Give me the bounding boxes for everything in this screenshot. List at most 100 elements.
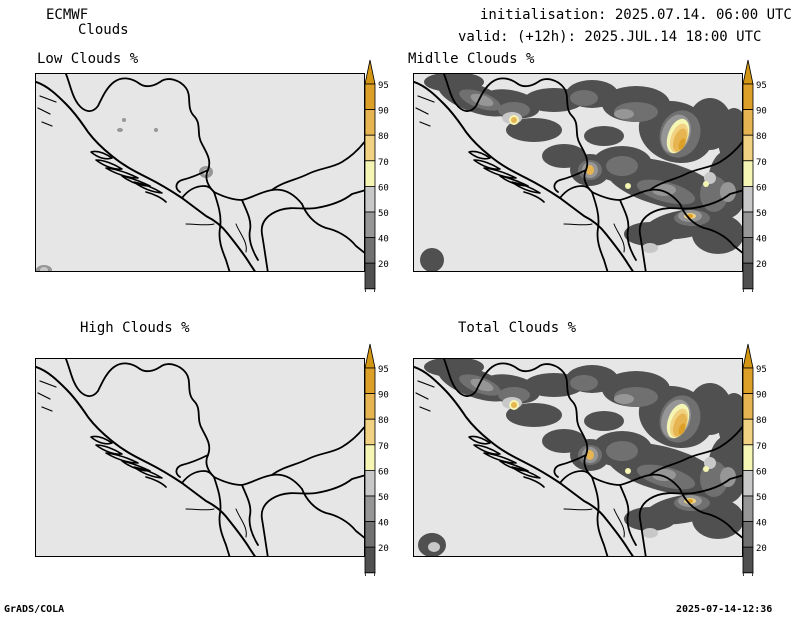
colorbar-segment	[364, 343, 376, 369]
country-border	[271, 426, 364, 476]
colorbar-segment	[364, 109, 376, 136]
geography	[36, 74, 364, 271]
parameter-name: Clouds	[78, 22, 129, 38]
colorbar-tick-label: 40	[378, 519, 389, 529]
country-border	[139, 363, 215, 478]
coastline	[414, 366, 634, 556]
colorbar-segment	[742, 262, 754, 290]
country-border	[213, 473, 303, 490]
colorbar-tick-label: 50	[756, 209, 767, 219]
coastline	[36, 81, 256, 271]
colorbar-segment	[742, 237, 754, 264]
colorbar-tick-label: 70	[378, 158, 389, 168]
colorbar-tick-label: 50	[378, 493, 389, 503]
colorbar-segment	[742, 469, 754, 497]
colorbar-segment	[364, 288, 376, 292]
region-border	[563, 223, 593, 226]
colorbar-tick-label: 80	[378, 416, 389, 426]
country-border	[260, 189, 364, 271]
colorbar-tick-label: 95	[378, 365, 389, 375]
cloud-blob	[624, 507, 676, 531]
region-border	[235, 223, 247, 253]
coast-detail	[37, 380, 57, 412]
cloud-blob	[428, 542, 440, 552]
cloud-blob	[678, 423, 686, 435]
country-border	[679, 488, 742, 539]
colorbar-total: 95 90 80 70 60 50 40 20	[742, 343, 767, 576]
colorbar-segment	[742, 211, 754, 239]
cloud-blob	[614, 394, 634, 404]
colorbar-segment	[742, 444, 754, 471]
cloud-blob	[692, 214, 742, 254]
colorbar-tick-label: 80	[756, 416, 767, 426]
country-border	[301, 488, 364, 539]
country-border	[591, 476, 609, 556]
country-border	[443, 74, 519, 112]
footer-timestamp: 2025-07-14-12:36	[676, 604, 773, 615]
colorbar-high: 95 90 80 70 60 50 40 20	[364, 343, 389, 576]
country-border	[181, 470, 215, 484]
colorbar-segment	[364, 469, 376, 497]
cloud-cover	[36, 118, 213, 271]
island	[511, 466, 541, 479]
cloud-blob	[511, 117, 517, 123]
cloud-blob	[642, 528, 658, 538]
cloud-blob	[614, 109, 634, 119]
colorbar-tick-label: 50	[378, 209, 389, 219]
colorbar-tick-label: 95	[756, 81, 767, 91]
colorbar-segment	[364, 521, 376, 548]
colorbar-tick-label: 70	[756, 442, 767, 452]
cloud-blob	[642, 243, 658, 253]
colorbar-segment	[364, 211, 376, 239]
colorbar-segment	[742, 495, 754, 523]
country-border	[553, 454, 587, 478]
coastline	[414, 81, 634, 271]
panel-title-low: Low Clouds %	[37, 51, 139, 67]
colorbar-segment	[364, 134, 376, 162]
country-border	[649, 426, 742, 476]
country-border	[213, 188, 303, 205]
cloud-blob	[606, 156, 638, 176]
region-border	[185, 508, 215, 511]
colorbar-tick-label: 60	[756, 467, 767, 477]
init-time: initialisation: 2025.07.14. 06:00 UTC	[480, 7, 792, 23]
island	[468, 150, 491, 160]
island	[95, 444, 123, 455]
colorbar-segment	[742, 393, 754, 420]
cloud-blob	[652, 469, 676, 481]
map-high-clouds	[35, 358, 365, 557]
cloud-blob	[40, 267, 48, 271]
cloud-blob	[624, 222, 676, 246]
colorbar-tick-label: 80	[378, 132, 389, 142]
country-border	[553, 169, 587, 193]
colorbar-tick-label: 95	[378, 81, 389, 91]
country-border	[241, 199, 259, 261]
model-name: ECMWF	[46, 7, 89, 23]
country-border	[241, 484, 259, 546]
country-border	[175, 169, 209, 193]
island	[105, 167, 139, 179]
cloud-blob	[703, 466, 709, 472]
country-border	[260, 474, 364, 556]
colorbar-tick-label: 40	[756, 519, 767, 529]
country-border	[213, 476, 231, 556]
country-border	[175, 454, 209, 478]
island	[483, 452, 517, 464]
colorbar-segment	[364, 393, 376, 420]
colorbar-tick-label: 20	[756, 544, 767, 554]
panel-title-middle: Midlle Clouds %	[408, 51, 535, 67]
island	[95, 159, 123, 170]
colorbar-tick-label: 20	[378, 260, 389, 270]
colorbar-tick-label: 60	[756, 183, 767, 193]
coast-detail	[415, 95, 435, 127]
colorbar-tick-label: 80	[756, 132, 767, 142]
colorbar-segment	[364, 367, 376, 395]
colorbar-segment	[364, 495, 376, 523]
colorbar-tick-label: 50	[756, 493, 767, 503]
coastline	[36, 366, 256, 556]
geography	[414, 74, 742, 271]
colorbar-tick-label: 20	[378, 544, 389, 554]
cloud-blob	[625, 468, 631, 474]
panel-title-total: Total Clouds %	[458, 320, 577, 336]
